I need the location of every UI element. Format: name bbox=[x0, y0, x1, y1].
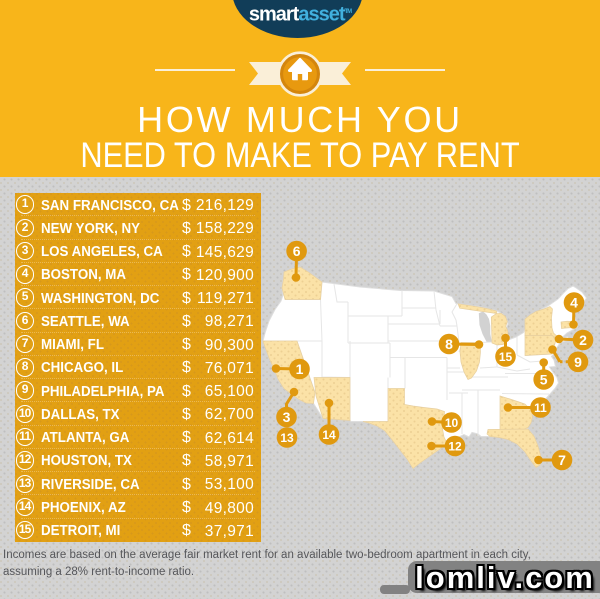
svg-text:2: 2 bbox=[579, 332, 587, 348]
svg-text:12: 12 bbox=[448, 440, 462, 454]
svg-text:6: 6 bbox=[293, 243, 301, 259]
svg-text:9: 9 bbox=[574, 354, 582, 370]
svg-text:4: 4 bbox=[570, 295, 578, 311]
svg-text:7: 7 bbox=[558, 452, 566, 468]
svg-text:5: 5 bbox=[540, 372, 548, 388]
svg-text:10: 10 bbox=[445, 416, 459, 430]
svg-text:3: 3 bbox=[283, 409, 291, 425]
svg-text:15: 15 bbox=[499, 350, 513, 364]
svg-text:13: 13 bbox=[280, 431, 294, 445]
svg-text:11: 11 bbox=[534, 401, 547, 415]
svg-text:14: 14 bbox=[322, 428, 336, 442]
svg-text:8: 8 bbox=[445, 336, 453, 352]
svg-text:1: 1 bbox=[296, 361, 304, 377]
